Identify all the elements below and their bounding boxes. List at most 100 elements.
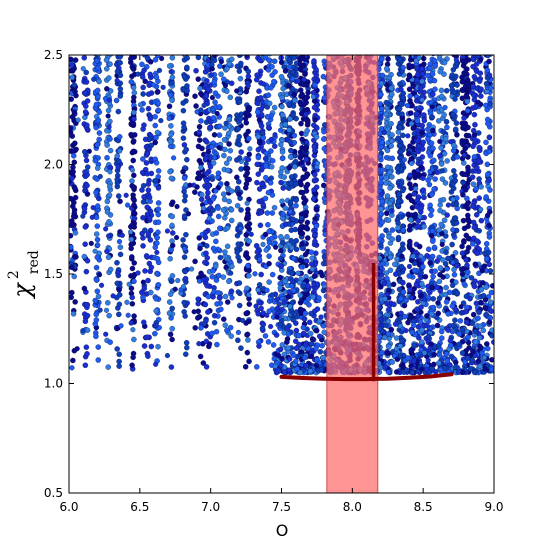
scatter-point <box>310 294 316 300</box>
scatter-point <box>155 100 161 106</box>
scatter-point <box>204 282 210 289</box>
scatter-point <box>470 311 477 318</box>
scatter-point <box>478 286 485 293</box>
scatter-point <box>308 310 314 317</box>
scatter-point <box>301 62 307 69</box>
scatter-point <box>167 92 174 98</box>
scatter-point <box>390 281 397 288</box>
scatter-point <box>84 327 91 333</box>
scatter-point <box>290 111 296 118</box>
scatter-point <box>215 213 222 220</box>
scatter-point <box>244 110 251 116</box>
scatter-point <box>453 363 459 370</box>
scatter-point <box>69 264 75 271</box>
scatter-point <box>311 58 317 64</box>
scatter-point <box>154 129 161 136</box>
scatter-point <box>475 158 482 164</box>
scatter-point <box>246 105 253 111</box>
scatter-point <box>221 152 227 159</box>
scatter-point <box>279 198 285 204</box>
scatter-point <box>288 180 294 187</box>
scatter-point <box>104 155 110 161</box>
scatter-point <box>192 93 198 99</box>
scatter-point <box>419 47 424 52</box>
scatter-point <box>69 133 76 139</box>
scatter-point <box>224 225 231 231</box>
scatter-point <box>470 143 476 150</box>
scatter-point <box>294 44 299 49</box>
scatter-point <box>95 293 102 300</box>
scatter-point <box>245 262 251 269</box>
scatter-point <box>288 49 293 54</box>
scatter-point <box>93 264 100 271</box>
scatter-point <box>242 364 249 370</box>
scatter-point <box>438 221 444 228</box>
scatter-point <box>71 48 76 53</box>
scatter-point <box>82 43 87 48</box>
scatter-point <box>440 46 445 51</box>
scatter-point <box>394 256 400 262</box>
scatter-point <box>417 351 423 358</box>
scatter-point <box>198 196 205 203</box>
scatter-point <box>72 299 78 305</box>
scatter-point <box>263 45 268 50</box>
scatter-point <box>180 107 187 114</box>
scatter-point <box>303 173 309 180</box>
scatter-point <box>431 77 438 84</box>
scatter-point <box>221 316 227 322</box>
scatter-point <box>117 86 124 92</box>
scatter-point <box>445 311 451 317</box>
scatter-point <box>402 313 408 320</box>
scatter-point <box>408 110 414 116</box>
scatter-point <box>459 350 466 356</box>
scatter-point <box>107 164 114 171</box>
scatter-point <box>184 55 190 61</box>
scatter-point <box>258 305 264 312</box>
scatter-point <box>277 274 283 281</box>
scatter-point <box>440 196 447 203</box>
scatter-point <box>153 308 159 314</box>
scatter-point <box>93 333 99 340</box>
scatter-point <box>436 227 442 233</box>
scatter-point <box>302 116 309 122</box>
scatter-point <box>321 329 327 336</box>
scatter-point <box>142 227 148 233</box>
scatter-point <box>269 158 276 164</box>
scatter-point <box>265 124 272 131</box>
scatter-point <box>269 271 276 278</box>
scatter-point <box>131 132 138 138</box>
scatter-point <box>228 217 235 224</box>
scatter-point <box>184 48 189 53</box>
scatter-point <box>443 119 450 125</box>
scatter-point <box>478 184 484 190</box>
scatter-point <box>198 325 204 331</box>
scatter-point <box>400 227 407 233</box>
scatter-point <box>396 143 403 149</box>
scatter-point <box>131 278 137 285</box>
scatter-point <box>166 63 173 69</box>
scatter-point <box>476 144 482 151</box>
scatter-point <box>395 43 400 48</box>
scatter-point <box>321 253 328 260</box>
scatter-point <box>103 57 110 63</box>
scatter-point <box>476 195 482 201</box>
scatter-point <box>281 330 287 336</box>
scatter-point <box>225 299 231 305</box>
scatter-point <box>170 44 175 49</box>
scatter-point <box>130 66 137 72</box>
scatter-point <box>141 319 147 326</box>
scatter-point <box>144 150 151 157</box>
scatter-point <box>256 45 261 50</box>
scatter-point <box>443 284 449 291</box>
scatter-point <box>262 195 269 202</box>
scatter-point <box>167 291 174 297</box>
scatter-point <box>286 127 292 133</box>
scatter-point <box>69 96 74 102</box>
scatter-point <box>425 246 432 252</box>
scatter-point <box>236 99 243 105</box>
scatter-point <box>438 161 445 167</box>
scatter-point <box>427 65 433 72</box>
scatter-point <box>253 76 260 83</box>
scatter-point <box>210 207 216 213</box>
scatter-point <box>235 254 241 260</box>
